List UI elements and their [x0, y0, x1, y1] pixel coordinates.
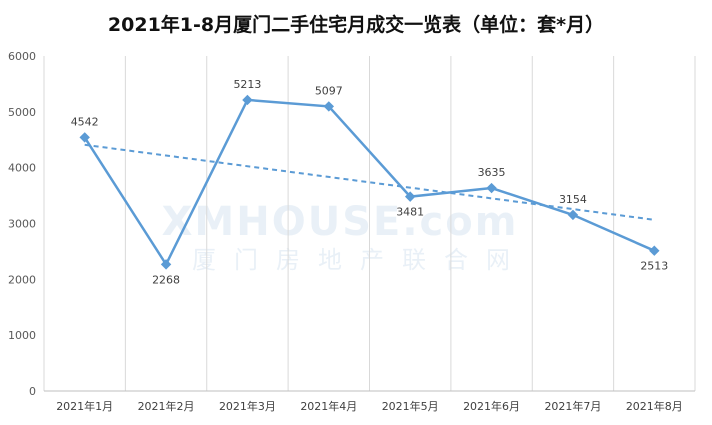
- data-label: 2268: [152, 273, 180, 286]
- data-point-marker: [242, 94, 253, 106]
- data-point-marker: [404, 191, 416, 202]
- y-tick-label: 5000: [8, 106, 36, 119]
- data-label: 5097: [315, 84, 343, 97]
- axes: 0 1000 2000 3000 4000 5000 6000 2021年1月 2021年2月 2…: [8, 50, 695, 413]
- watermark-main-text: XMHOUSE.com: [162, 199, 519, 245]
- trendline: [84, 143, 655, 221]
- x-tick-label: 2021年4月: [300, 399, 357, 413]
- y-tick-label: 6000: [8, 50, 36, 63]
- data-point-marker: [79, 132, 90, 143]
- data-point-marker: [323, 101, 335, 112]
- data-label: 3635: [478, 166, 506, 179]
- y-tick-label: 1000: [8, 329, 36, 342]
- data-point-marker: [567, 209, 579, 221]
- y-tick-label: 2000: [8, 273, 36, 286]
- x-tick-label: 2021年8月: [626, 399, 683, 413]
- series-layer: [79, 94, 660, 270]
- y-tick-label: 0: [29, 385, 36, 398]
- series-line: [83, 98, 655, 267]
- y-tick-label: 3000: [8, 218, 36, 231]
- data-label: 5213: [233, 78, 261, 91]
- y-tick-label: 4000: [8, 162, 36, 175]
- watermark-sub-text: 厦门房地产联合网: [192, 246, 528, 274]
- x-tick-label: 2021年5月: [382, 399, 439, 413]
- data-label: 3154: [559, 193, 587, 206]
- x-tick-label: 2021年3月: [219, 399, 276, 413]
- x-tick-label: 2021年2月: [138, 399, 195, 413]
- data-labels: 4542 2268 5213 5097 3481 3635 3154 2513: [71, 78, 669, 286]
- x-tick-label: 2021年6月: [463, 399, 520, 413]
- grid: [43, 56, 696, 391]
- x-tick-label: 2021年1月: [56, 399, 113, 413]
- data-label: 4542: [71, 115, 99, 128]
- watermark: XMHOUSE.com 厦门房地产联合网: [162, 199, 528, 274]
- x-tick-label: 2021年7月: [544, 399, 601, 413]
- data-label: 2513: [640, 260, 668, 273]
- data-point-marker: [486, 182, 497, 194]
- data-label: 3481: [396, 206, 424, 219]
- data-point-marker: [649, 245, 660, 256]
- chart-title: 2021年1-8月厦门二手住宅月成交一览表（单位：套*月）: [108, 13, 604, 36]
- data-point-marker: [160, 259, 172, 270]
- trendline-line: [84, 143, 655, 221]
